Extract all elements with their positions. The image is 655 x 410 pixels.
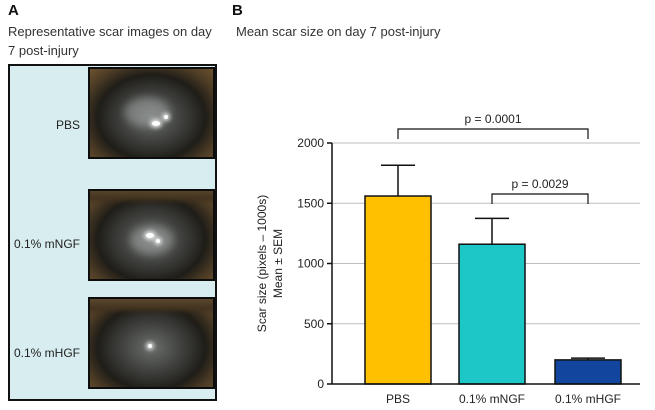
- y-tick-label-0: 0: [317, 377, 324, 391]
- x-tick-label-2: 0.1% mHGF: [555, 392, 621, 406]
- significance-bracket-1: [491, 193, 589, 204]
- panel-a-title: Representative scar images on day 7 post…: [8, 24, 212, 58]
- row-label-mngf: 0.1% mNGF: [13, 237, 80, 251]
- y-tick-label-1: 500: [304, 317, 324, 331]
- scar-image-panel: PBS 0.1% mNGF 0.1% mHGF: [8, 64, 217, 401]
- significance-bracket-0: [397, 128, 589, 139]
- eye-image-mhgf: [88, 297, 215, 389]
- y-axis-title-line2: Mean ± SEM: [271, 229, 285, 298]
- bar-0: [364, 195, 432, 385]
- significance-label-0: p = 0.0001: [464, 112, 521, 126]
- panel-a-letter: A: [8, 2, 19, 19]
- y-tick-label-4: 2000: [297, 136, 324, 150]
- y-tick-label-3: 1500: [297, 196, 324, 210]
- row-label-mhgf: 0.1% mHGF: [13, 346, 80, 360]
- x-tick-label-1: 0.1% mNGF: [459, 392, 525, 406]
- x-tick-label-0: PBS: [386, 392, 410, 406]
- panel-b-title: Mean scar size on day 7 post-injury: [236, 24, 441, 39]
- significance-label-1: p = 0.0029: [511, 177, 568, 191]
- bar-2: [554, 359, 622, 385]
- panel-b-letter: B: [232, 2, 243, 19]
- eye-image-pbs: [88, 67, 215, 159]
- eye-image-mngf: [88, 189, 215, 281]
- row-label-pbs: PBS: [55, 118, 80, 132]
- y-tick-label-2: 1000: [297, 257, 324, 271]
- bar-1: [458, 243, 526, 385]
- y-axis-title-line1: Scar size (pixels – 1000s): [255, 195, 269, 332]
